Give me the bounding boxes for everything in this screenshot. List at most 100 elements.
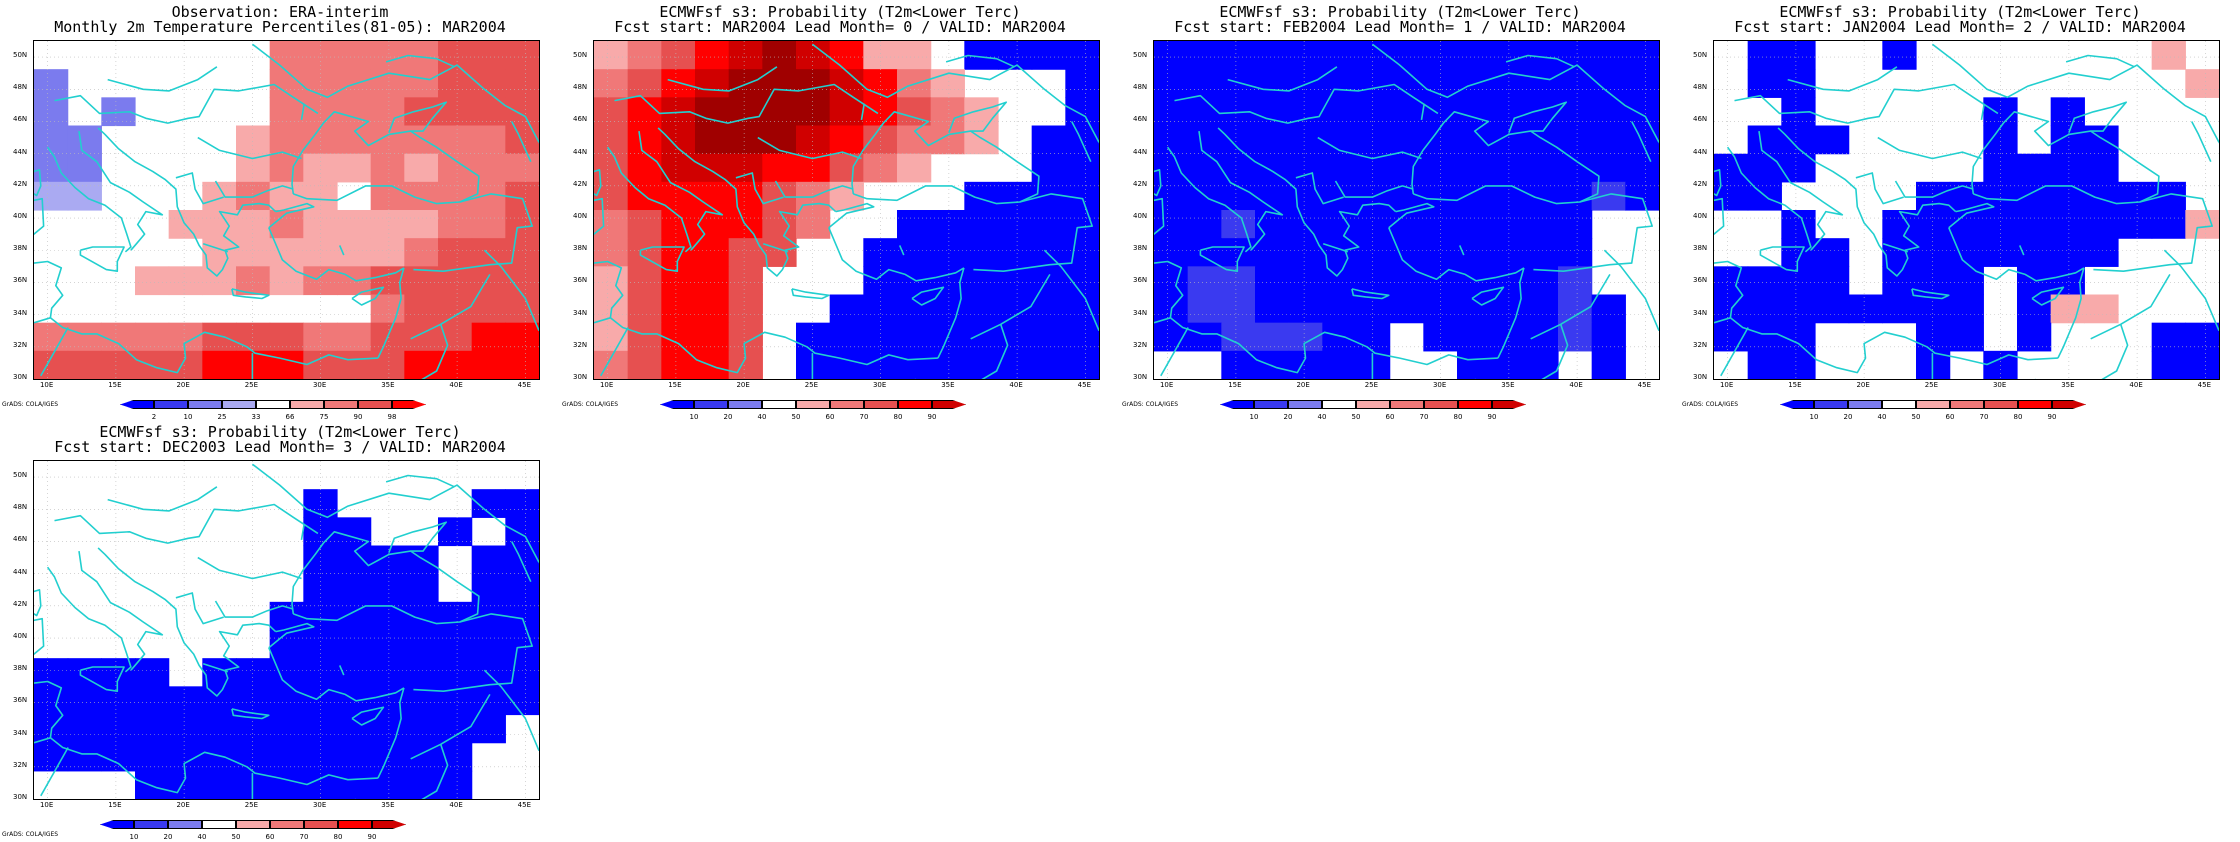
colorbar-label: 50: [1911, 413, 1921, 421]
colorbar-swatch: [1288, 400, 1322, 409]
grid-cell: [1490, 238, 1525, 267]
lon-tick-label: 45E: [517, 801, 532, 809]
colorbar-label: 40: [1317, 413, 1327, 421]
colorbar-swatch: [898, 400, 932, 409]
grid-cell: [1389, 41, 1424, 70]
colorbar-swatch: [1254, 400, 1288, 409]
coastline: [214, 180, 294, 198]
colorbar-label: 60: [265, 833, 275, 841]
coastline: [2018, 245, 2025, 256]
grid-cell: [438, 210, 473, 239]
grads-credit: GrADS: COLA/IGES: [2, 401, 59, 408]
coastline: [40, 327, 69, 377]
lat-tick-label: 30N: [573, 373, 588, 381]
grid-cell: [1288, 181, 1323, 211]
grid-cell: [695, 125, 730, 155]
grid-cell: [168, 266, 203, 296]
grid-cell: [1625, 97, 1659, 127]
grid-cell: [728, 153, 763, 183]
grid-cell: [370, 658, 405, 687]
grid-cell: [998, 322, 1033, 352]
grid-cell: [505, 153, 539, 183]
grid-cell: [1457, 153, 1492, 183]
lon-tick-label: 15E: [108, 381, 122, 389]
grid-cell: [67, 658, 102, 687]
grid-cell: [930, 125, 965, 155]
grid-cell: [1065, 322, 1099, 352]
map-area[interactable]: [33, 40, 540, 380]
lat-tick-label: 38N: [1133, 244, 1148, 253]
map-area[interactable]: [1713, 40, 2220, 380]
colorbar-label: 70: [859, 413, 869, 421]
grid-cell: [1591, 294, 1626, 324]
map-area[interactable]: [593, 40, 1100, 380]
grid-cell: [1781, 41, 1816, 70]
grid-cell: [2185, 210, 2219, 239]
colorbar-label: 80: [893, 413, 903, 421]
coastline: [945, 54, 1015, 68]
map-canvas: [1154, 41, 1659, 379]
grid-cell: [897, 322, 932, 352]
grid-cell: [269, 742, 304, 772]
coastline: [34, 260, 64, 318]
map-area[interactable]: [1153, 40, 1660, 380]
grid-cell: [1625, 69, 1659, 98]
grid-cell: [1524, 238, 1559, 267]
grid-cell: [1221, 210, 1256, 239]
grid-cell: [337, 686, 372, 716]
coastline: [639, 246, 685, 272]
colorbar-label: 98: [387, 413, 397, 421]
grid-cell: [627, 322, 662, 352]
grid-cell: [1031, 266, 1066, 296]
coastline: [1420, 103, 1425, 121]
grid-cell: [337, 41, 372, 70]
grid-cell: [168, 322, 203, 352]
grid-cell: [1322, 350, 1357, 379]
lat-tick-label: 40N: [13, 212, 28, 221]
colorbar-swatch: [1492, 400, 1526, 409]
lon-tick-label: 20E: [736, 381, 750, 389]
grid-cell: [1625, 41, 1659, 70]
grid-cell: [1322, 294, 1357, 324]
colorbar-label: 70: [1419, 413, 1429, 421]
grid-cell: [471, 350, 506, 379]
coastline: [1777, 127, 1957, 277]
grid-cell: [67, 350, 102, 379]
map-area[interactable]: [33, 460, 540, 800]
coastline: [1043, 249, 1099, 332]
panel-title-line2: Monthly 2m Temperature Percentiles(81-05…: [54, 18, 506, 36]
colorbar-swatch: [222, 400, 256, 409]
lat-tick-label: 46N: [13, 535, 28, 544]
colorbar-swatch: [188, 400, 222, 409]
grid-cell: [1591, 153, 1626, 183]
coastline: [421, 324, 449, 379]
lon-tick-label: 20E: [176, 801, 190, 809]
grid-cell: [1714, 266, 1749, 296]
grid-cell: [930, 97, 965, 127]
grid-cell: [135, 322, 170, 352]
colorbar-swatch: [100, 820, 134, 829]
grid-cell: [1781, 266, 1816, 296]
colorbar: 10 20 40 50 60 70 80 90: [1220, 400, 1526, 422]
lat-tick-label: 34N: [1133, 308, 1148, 317]
grid-cell: [337, 266, 372, 296]
grid-cell: [1221, 69, 1256, 98]
grid-cell: [829, 322, 864, 352]
grid-cell: [1187, 266, 1222, 296]
grid-cell: [1356, 322, 1391, 352]
coastline: [594, 197, 605, 235]
grid-cell: [505, 97, 539, 127]
colorbar-swatch: [1356, 400, 1390, 409]
grid-cell: [728, 266, 763, 296]
coastline: [1541, 324, 1569, 379]
map-canvas: [34, 41, 539, 379]
grid-cell: [1322, 210, 1357, 239]
grid-cell: [1031, 153, 1066, 183]
lat-tick-label: 40N: [1693, 212, 1708, 221]
grid-cell: [1558, 181, 1593, 211]
coastline: [1714, 260, 1744, 318]
grid-cell: [1031, 322, 1066, 352]
grid-cell: [1154, 125, 1189, 155]
coastline: [79, 666, 125, 692]
grid-cell: [1558, 125, 1593, 155]
